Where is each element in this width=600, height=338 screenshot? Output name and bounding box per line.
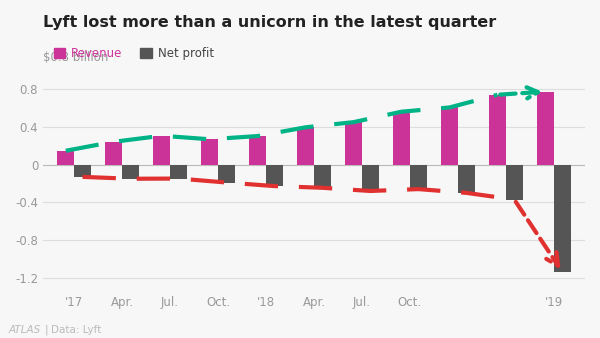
Bar — [314, 165, 331, 188]
Bar — [170, 165, 187, 178]
Bar — [410, 165, 427, 189]
Text: |: | — [45, 324, 49, 335]
Bar — [554, 165, 571, 272]
Bar — [122, 165, 139, 179]
Bar — [266, 165, 283, 186]
Bar — [74, 165, 91, 177]
Bar — [106, 142, 122, 165]
Text: ATLAS: ATLAS — [9, 324, 41, 335]
Bar — [537, 92, 554, 165]
Bar — [154, 136, 170, 165]
Text: $0.8 billion: $0.8 billion — [43, 51, 109, 64]
Text: Lyft lost more than a unicorn in the latest quarter: Lyft lost more than a unicorn in the lat… — [43, 15, 496, 30]
Bar — [201, 139, 218, 165]
Text: Data: Lyft: Data: Lyft — [51, 324, 101, 335]
Legend: Revenue, Net profit: Revenue, Net profit — [49, 43, 219, 65]
Bar — [506, 165, 523, 199]
Bar — [218, 165, 235, 183]
Bar — [297, 127, 314, 165]
Bar — [249, 136, 266, 165]
Bar — [393, 112, 410, 165]
Bar — [345, 122, 362, 165]
Bar — [489, 95, 506, 165]
Bar — [362, 165, 379, 191]
Bar — [58, 151, 74, 165]
Bar — [441, 107, 458, 165]
Bar — [458, 165, 475, 193]
